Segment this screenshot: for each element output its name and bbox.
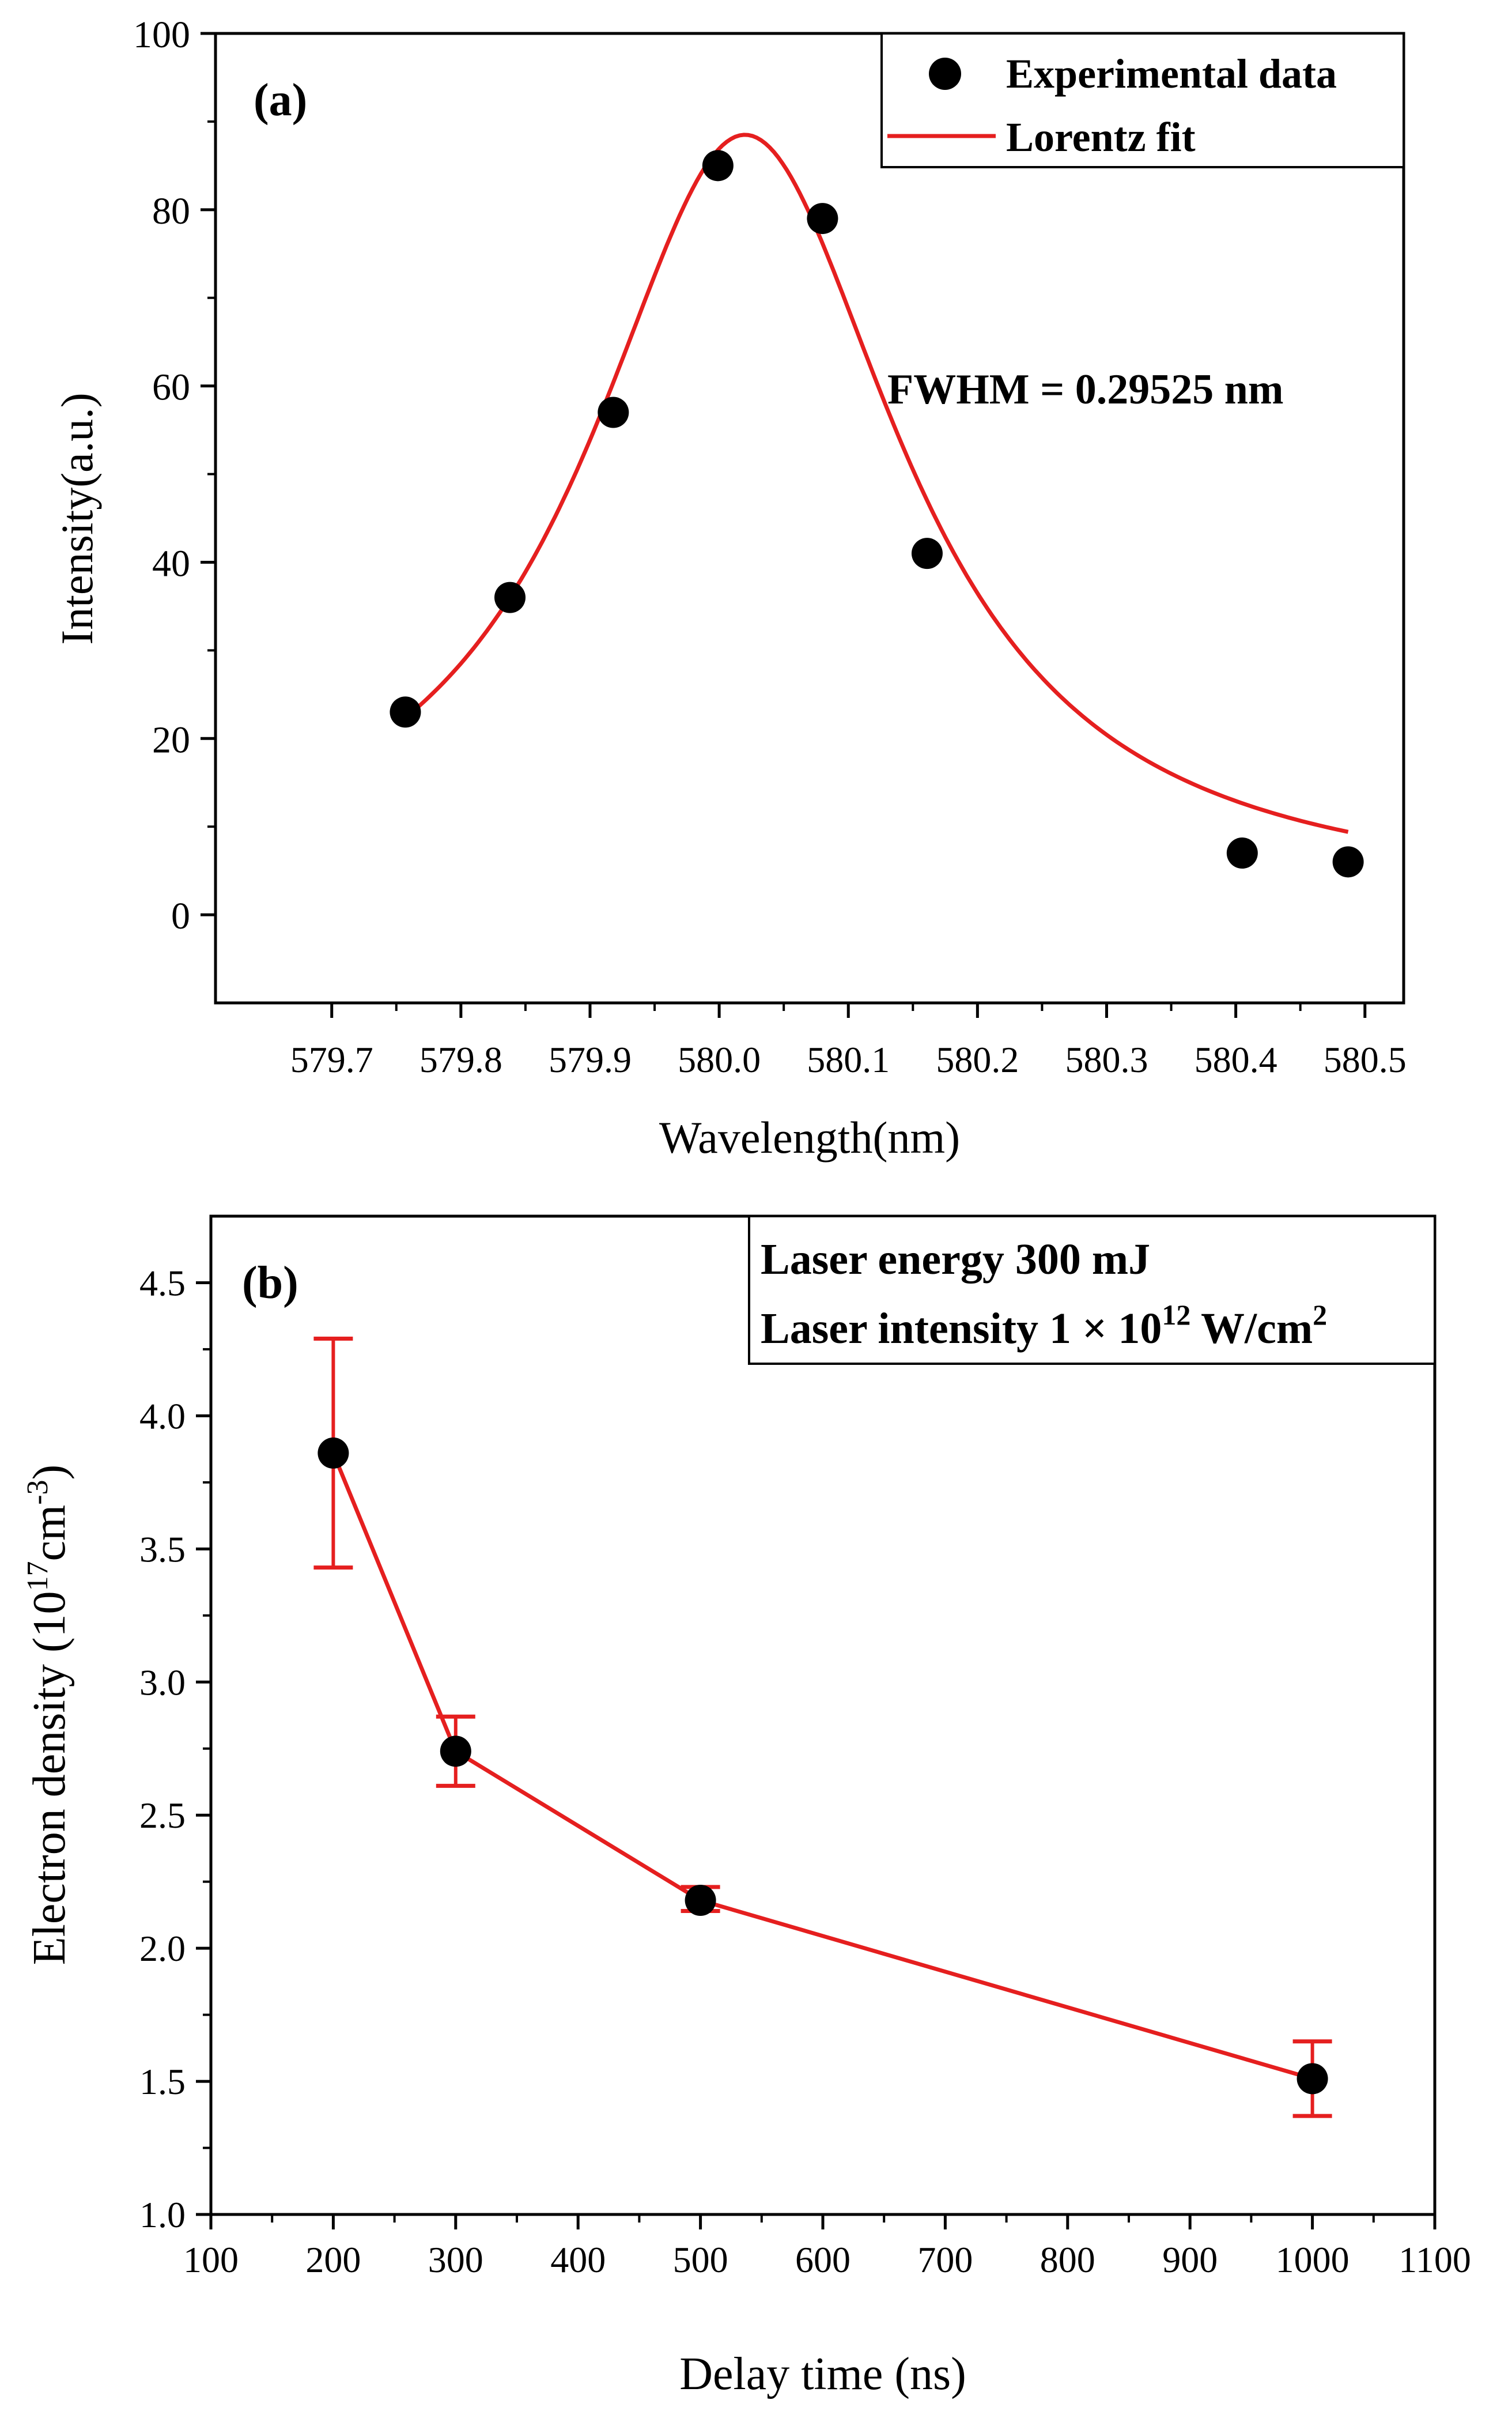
data-point-6 xyxy=(911,538,943,569)
y-tick-label-2-5: 2.5 xyxy=(139,1795,186,1836)
x-axis-label: Delay time (ns) xyxy=(679,2349,966,2399)
data-point-1 xyxy=(390,696,421,728)
panel-label-a: (a) xyxy=(254,75,307,126)
y-tick-label-60: 60 xyxy=(152,367,190,409)
y-tick-label-80: 80 xyxy=(152,190,190,232)
legend-label-lorentz: Lorentz fit xyxy=(1006,114,1196,160)
y-tick-label-0: 0 xyxy=(171,895,190,937)
legend-line-intensity: Laser intensity 1 × 1012 W/cm2 xyxy=(761,1299,1327,1353)
y-tick-label-100: 100 xyxy=(133,14,190,56)
y-axis-label-exp2: -3 xyxy=(21,1480,54,1504)
legend: Experimental data Lorentz fit xyxy=(880,32,1405,168)
legend-line-energy: Laser energy 300 mJ xyxy=(761,1235,1150,1284)
legend-box xyxy=(880,32,1405,168)
x-tick-label-580-2: 580.2 xyxy=(936,1039,1019,1080)
x-tick-label-400: 400 xyxy=(550,2239,606,2280)
y-axis-ticks: 0 20 40 60 80 100 xyxy=(133,14,216,937)
electron-density-points xyxy=(317,1437,1328,2095)
x-tick-label-580-3: 580.3 xyxy=(1065,1039,1148,1080)
legend-intensity-mid: W/cm xyxy=(1190,1304,1313,1353)
data-point-300 xyxy=(440,1735,471,1767)
x-tick-label-579-7: 579.7 xyxy=(290,1039,373,1080)
lorentz-fit-series xyxy=(404,133,1349,834)
y-tick-label-3-5: 3.5 xyxy=(139,1529,186,1569)
lorentz-fit-line xyxy=(404,133,1349,834)
x-axis-ticks: 579.7 579.8 579.9 580.0 580.1 580.2 580.3 580.4… xyxy=(290,1003,1407,1080)
experimental-data-series xyxy=(390,150,1364,878)
chart-panel-a: 579.7 579.8 579.9 580.0 580.1 580.2 580.3 580.4… xyxy=(52,14,1407,1163)
y-tick-label-40: 40 xyxy=(152,542,190,584)
data-point-4 xyxy=(702,150,734,182)
y-axis-label-mid: cm xyxy=(24,1505,75,1561)
panel-label-b: (b) xyxy=(242,1258,298,1308)
x-axis-label: Wavelength(nm) xyxy=(659,1112,960,1163)
x-tick-label-600: 600 xyxy=(795,2239,850,2280)
data-point-200 xyxy=(317,1437,349,1469)
data-point-8 xyxy=(1332,846,1364,878)
x-tick-label-580-1: 580.1 xyxy=(807,1039,890,1080)
y-tick-label-4-0: 4.0 xyxy=(139,1395,186,1436)
data-point-2 xyxy=(494,582,526,613)
data-point-3 xyxy=(598,397,629,428)
x-tick-label-580-5: 580.5 xyxy=(1324,1039,1407,1080)
legend: Laser energy 300 mJ Laser intensity 1 × … xyxy=(748,1215,1436,1365)
data-point-500 xyxy=(685,1884,716,1916)
plot-area-frame xyxy=(214,32,1405,1005)
y-tick-label-1-5: 1.5 xyxy=(139,2061,186,2102)
data-point-1000 xyxy=(1296,2063,1328,2095)
x-tick-label-300: 300 xyxy=(428,2239,483,2280)
legend-box xyxy=(748,1215,1436,1365)
legend-label-experimental: Experimental data xyxy=(1006,51,1337,97)
x-tick-label-500: 500 xyxy=(673,2239,728,2280)
x-tick-label-580-0: 580.0 xyxy=(678,1039,761,1080)
electron-density-line xyxy=(331,1452,1313,2081)
x-tick-label-580-4: 580.4 xyxy=(1195,1039,1277,1080)
legend-intensity-prefix: Laser intensity 1 × 10 xyxy=(761,1304,1162,1353)
y-tick-label-2-0: 2.0 xyxy=(139,1928,186,1969)
x-tick-label-100: 100 xyxy=(183,2239,239,2280)
y-axis-label: Electron density (1017cm-3) xyxy=(21,1465,75,1965)
x-tick-label-900: 900 xyxy=(1162,2239,1218,2280)
x-tick-label-1100: 1100 xyxy=(1398,2239,1471,2280)
y-tick-label-4-5: 4.5 xyxy=(139,1262,186,1303)
legend-marker-experimental xyxy=(929,58,961,90)
legend-intensity-exp2: 2 xyxy=(1313,1299,1327,1331)
y-tick-label-20: 20 xyxy=(152,719,190,761)
legend-intensity-exp: 12 xyxy=(1162,1299,1190,1331)
data-point-5 xyxy=(807,203,838,235)
y-axis-label: Intensity(a.u.) xyxy=(52,393,102,645)
x-axis-ticks: 100 200 300 400 500 600 700 800 900 1000 1100 xyxy=(183,2214,1471,2280)
y-axis-label-end: ) xyxy=(24,1465,75,1480)
chart-panel-b: 100 200 300 400 500 600 700 800 900 1000 1100 1.01… xyxy=(21,1214,1471,2399)
x-tick-label-700: 700 xyxy=(917,2239,973,2280)
y-axis-ticks: 1.0 1.5 2.0 2.5 3.0 3.5 4.0 4.5 xyxy=(139,1262,211,2235)
x-tick-label-800: 800 xyxy=(1040,2239,1095,2280)
data-point-7 xyxy=(1226,837,1258,869)
y-tick-label-3-0: 3.0 xyxy=(139,1662,186,1703)
series-line xyxy=(331,1452,1313,2081)
y-axis-label-main: Electron density (10 xyxy=(24,1591,75,1965)
x-tick-label-579-9: 579.9 xyxy=(549,1039,632,1080)
fwhm-annotation: FWHM = 0.29525 nm xyxy=(887,366,1284,413)
x-tick-label-1000: 1000 xyxy=(1276,2239,1350,2280)
x-tick-label-200: 200 xyxy=(305,2239,361,2280)
y-tick-label-1-0: 1.0 xyxy=(139,2194,186,2235)
y-axis-label-exp1: 17 xyxy=(21,1561,54,1591)
x-tick-label-579-8: 579.8 xyxy=(419,1039,502,1080)
